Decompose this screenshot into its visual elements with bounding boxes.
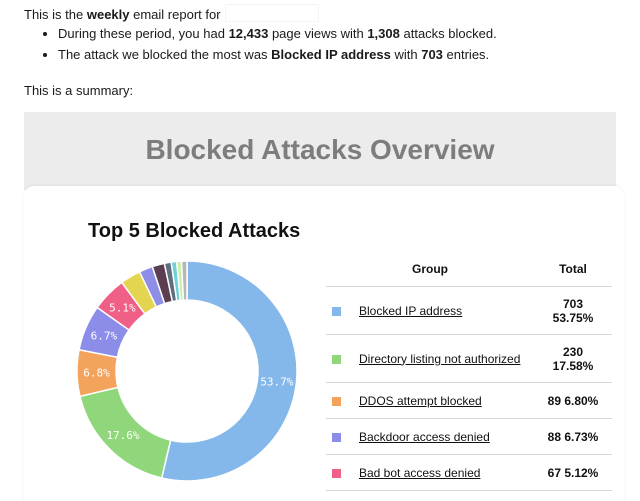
summary-label: This is a summary: — [24, 83, 134, 98]
lead-bold: weekly — [86, 7, 130, 22]
lead-prefix: This is the — [24, 7, 87, 22]
attack-percent: 53.75% — [552, 310, 594, 325]
attack-link-backdoor[interactable]: Backdoor access denied — [359, 429, 490, 444]
attack-total: 88 6.73% — [534, 418, 612, 455]
legend-swatch — [332, 396, 341, 406]
attack-percent: 17.58% — [552, 358, 594, 373]
attack-total: 89 6.80% — [534, 382, 612, 419]
table-row: DDOS attempt blocked 89 6.80% — [326, 382, 612, 419]
donut-slice-label: 53.7% — [260, 375, 293, 388]
donut-slice-label: 6.7% — [91, 329, 118, 342]
page-views-value: 12,433 — [228, 26, 269, 41]
redacted-site-name — [224, 4, 319, 22]
table-row: Directory listing not authorized 230 17.5… — [326, 334, 612, 383]
blocked-attacks-donut-chart: 53.7% 17.6% 6.8% 6.7% 5.1% — [76, 260, 298, 482]
report-bullets: During these period, you had 12,433 page… — [24, 26, 497, 68]
attack-count: 703 — [562, 296, 584, 311]
table-header-row: Group Total — [326, 256, 612, 287]
group-column-header: Group — [326, 256, 534, 287]
table-row: Blocked IP address 703 53.75% — [326, 286, 612, 335]
table-row: Bad bot access denied 67 5.12% — [326, 454, 612, 491]
legend-swatch — [332, 468, 341, 478]
top-attack-value: Blocked IP address — [271, 47, 391, 62]
legend-swatch — [332, 432, 341, 442]
donut-slice — [160, 260, 298, 482]
donut-slice-label: 17.6% — [106, 429, 139, 442]
attacks-blocked-value: 1,308 — [367, 26, 400, 41]
attack-link-ddos[interactable]: DDOS attempt blocked — [359, 393, 482, 408]
attack-count: 230 — [562, 344, 584, 359]
table-row: Backdoor access denied 88 6.73% — [326, 418, 612, 455]
chart-title: Top 5 Blocked Attacks — [88, 220, 301, 242]
attack-total: 67 5.12% — [534, 454, 612, 491]
donut-slice — [180, 260, 188, 301]
report-lead: This is the weekly email report for — [24, 4, 319, 22]
top-attack-entries: 703 — [421, 47, 443, 62]
legend-swatch — [332, 306, 341, 316]
legend-swatch — [332, 354, 341, 364]
attack-link-bad-bot[interactable]: Bad bot access denied — [359, 465, 481, 480]
attacks-table: Group Total Blocked IP address 703 53.75%… — [326, 256, 612, 491]
donut-slice-label: 6.8% — [83, 367, 110, 380]
total-column-header: Total — [534, 256, 612, 287]
bullet-top-attack: The attack we blocked the most was Block… — [58, 47, 497, 62]
overview-header: Blocked Attacks Overview — [24, 112, 616, 190]
attack-link-blocked-ip[interactable]: Blocked IP address — [359, 303, 463, 318]
overview-title: Blocked Attacks Overview — [145, 134, 495, 165]
lead-suffix: email report for — [129, 7, 221, 22]
bullet-page-views: During these period, you had 12,433 page… — [58, 26, 497, 41]
donut-slice-label: 5.1% — [109, 302, 136, 315]
attack-link-directory-listing[interactable]: Directory listing not authorized — [359, 351, 521, 366]
